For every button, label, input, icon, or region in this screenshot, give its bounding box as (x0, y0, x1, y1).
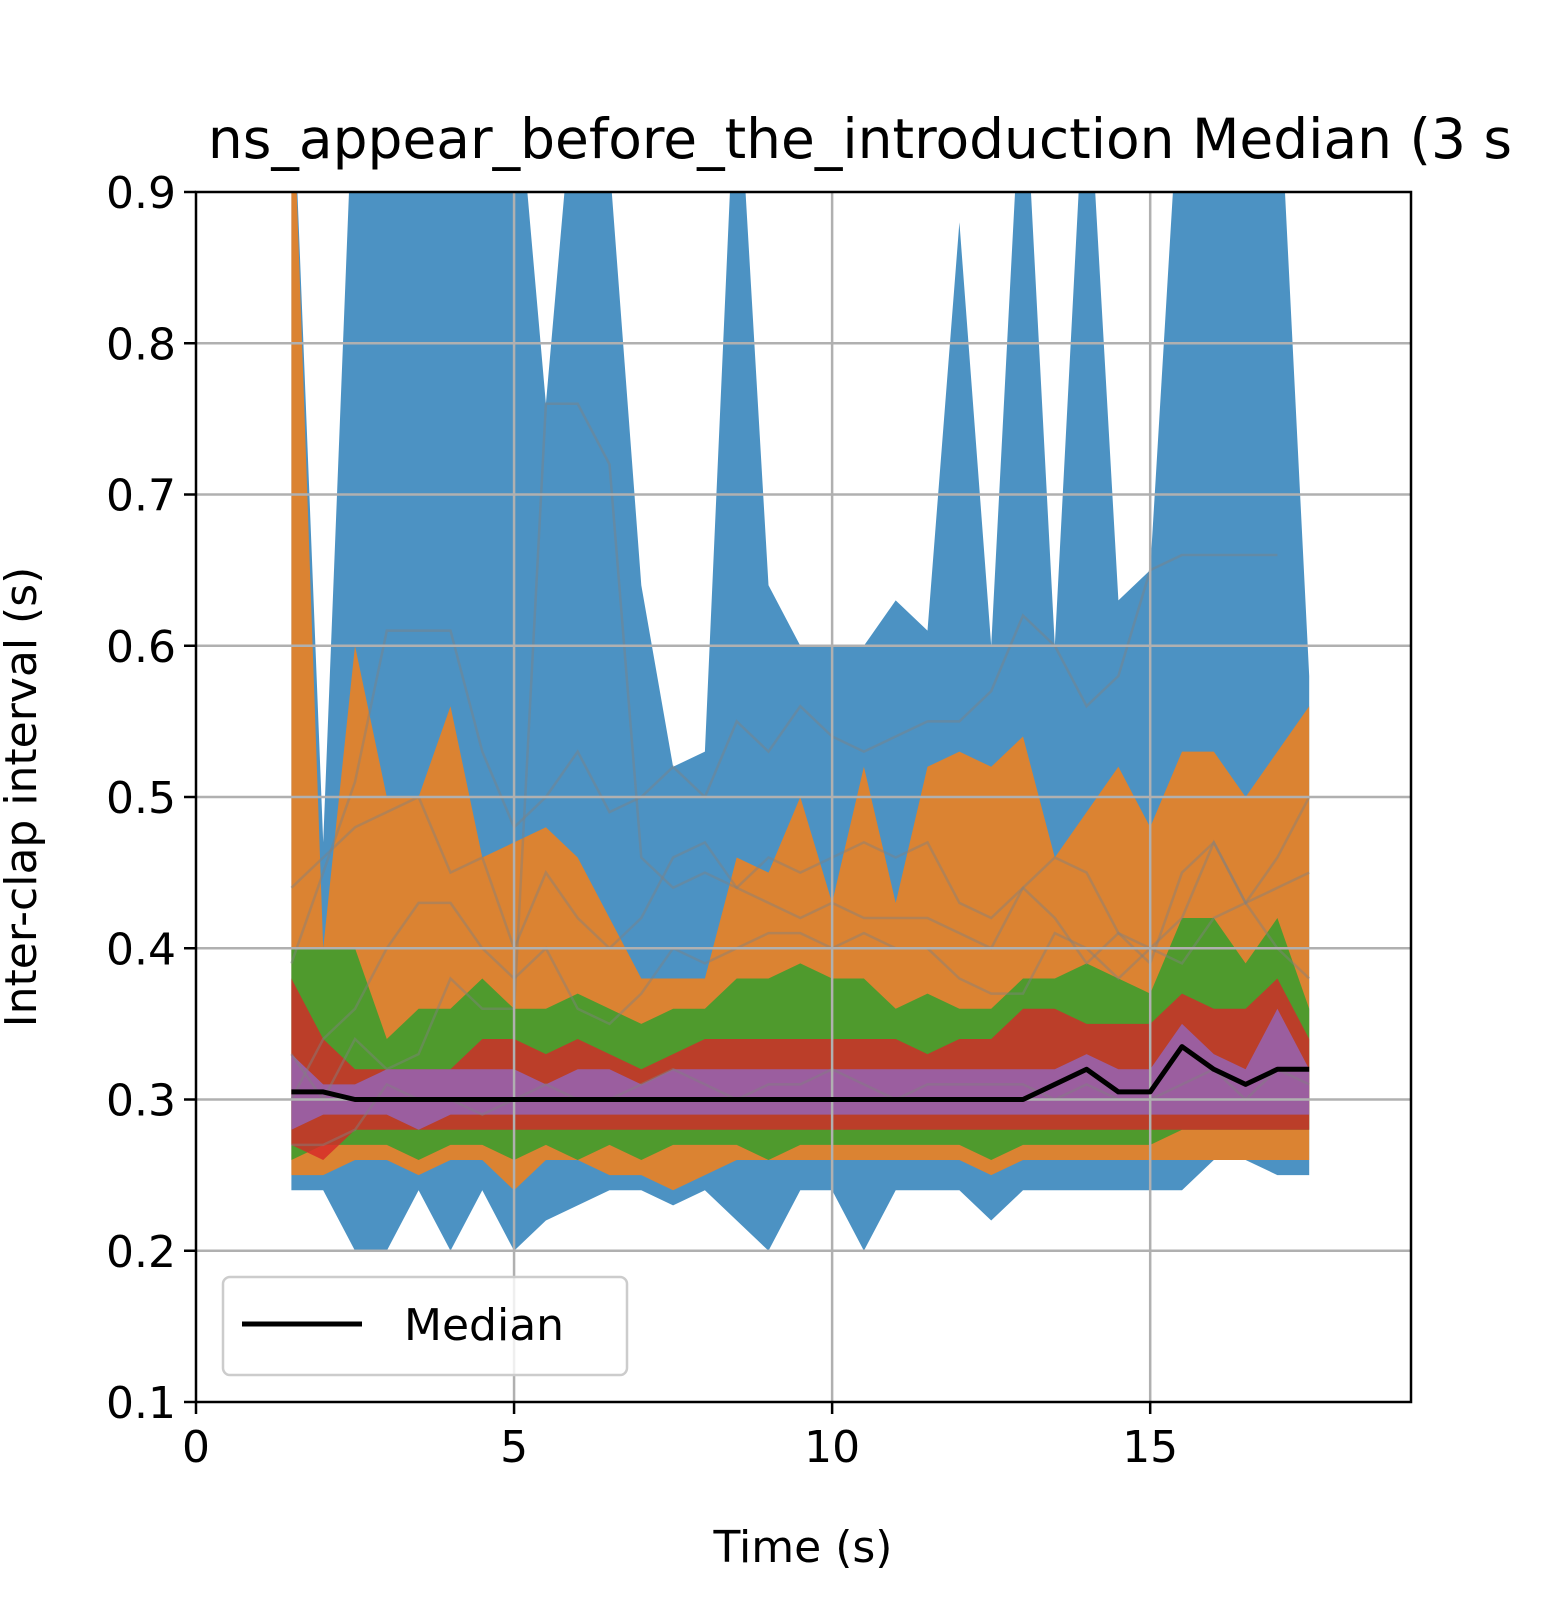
legend-box (221, 1275, 629, 1377)
individual-line-2 (290, 839, 1311, 1101)
median-series (291, 1044, 1310, 1102)
y-tick-label-2: 0.3 (106, 1076, 176, 1127)
y-tick-label-3: 0.4 (106, 924, 176, 975)
y-tick-label-4: 0.5 (106, 773, 176, 824)
y-tick-label-8: 0.9 (106, 168, 176, 219)
legend: Median (221, 1275, 629, 1377)
y-tick-label-0: 0.1 (106, 1378, 176, 1429)
y-tick-label-1: 0.2 (106, 1227, 176, 1278)
y-tick-label-6: 0.7 (106, 471, 176, 522)
median-line (291, 1044, 1310, 1102)
y-axis-label: Inter-clap interval (s) (0, 567, 47, 1028)
x-tick-label-1: 5 (500, 1422, 528, 1473)
band-1 (291, 192, 1310, 1191)
legend-median-label: Median (404, 1300, 564, 1351)
individual-line-3 (290, 402, 1310, 1102)
band-3 (291, 978, 1310, 1160)
x-tick-label-2: 10 (804, 1422, 860, 1473)
y-tick-label-5: 0.6 (106, 622, 176, 673)
axis-ticks: 0 5 10 15 0.1 0.2 0.3 0.4 0.5 0.6 0.7 0.8 0.9 (106, 168, 1178, 1473)
individual-line-0 (290, 795, 1311, 966)
chart-title: ns_appear_before_the_introduction Median… (208, 107, 1512, 171)
x-axis-label: Time (s) (713, 1522, 893, 1573)
individual-line-1 (290, 553, 1278, 964)
x-tick-label-3: 15 (1122, 1422, 1178, 1473)
y-tick-label-7: 0.8 (106, 319, 176, 370)
x-tick-label-0: 0 (182, 1422, 210, 1473)
